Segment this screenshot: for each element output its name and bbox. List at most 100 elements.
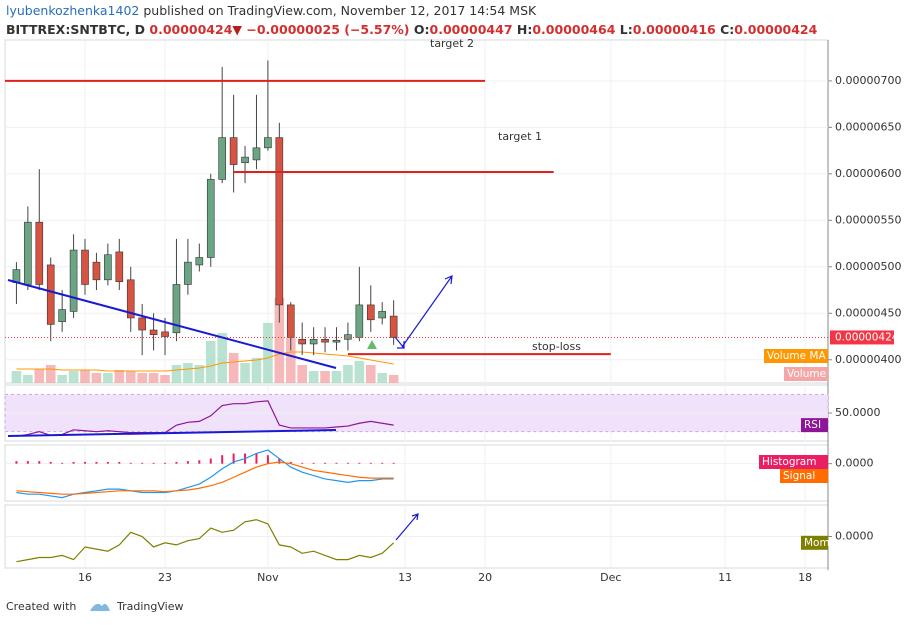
candle-body bbox=[35, 221, 44, 285]
last-price-box bbox=[830, 330, 894, 345]
histogram-bar bbox=[95, 461, 98, 464]
legend-label: Histogram bbox=[762, 456, 816, 468]
histogram-bar bbox=[15, 461, 18, 464]
o: 0.00000447 bbox=[430, 22, 513, 37]
candle-body bbox=[229, 137, 238, 165]
volume-bar bbox=[228, 353, 239, 383]
legend-tag bbox=[759, 455, 828, 469]
y-tick-label: 0.00000700 bbox=[835, 74, 901, 87]
histogram-bar bbox=[278, 458, 281, 464]
signal-triangle bbox=[367, 340, 377, 349]
histogram-bar bbox=[301, 462, 304, 464]
histogram-bar bbox=[266, 455, 269, 464]
histogram-bar bbox=[221, 455, 224, 464]
volume-bar bbox=[34, 369, 45, 383]
last-price-label: 0.00000424 bbox=[835, 331, 899, 343]
y-tick-label: 0.00000500 bbox=[835, 260, 901, 273]
c-label: C: bbox=[720, 22, 734, 37]
histogram-bar bbox=[84, 461, 87, 464]
volume-bar bbox=[308, 371, 319, 383]
candle-body bbox=[264, 137, 272, 149]
header-line-1: lyubenkozhenka1402 published on TradingV… bbox=[6, 3, 537, 18]
volume-bar bbox=[297, 365, 307, 383]
arrow bbox=[395, 513, 419, 541]
h-label: H: bbox=[517, 22, 532, 37]
footer-created: Created with bbox=[6, 600, 76, 613]
volume-bar bbox=[205, 341, 216, 383]
volume-bar bbox=[194, 365, 205, 383]
logo bbox=[90, 603, 110, 611]
histogram-bar bbox=[198, 460, 201, 464]
legend-label: Volume bbox=[787, 368, 826, 380]
arrow bbox=[401, 275, 453, 348]
candle-body bbox=[332, 339, 341, 343]
histogram-bar bbox=[118, 461, 121, 464]
x-tick-label: Dec bbox=[600, 571, 621, 584]
volume-bar bbox=[137, 373, 147, 383]
histogram-bar bbox=[72, 461, 75, 464]
y-tick-label: 0.00000450 bbox=[835, 306, 901, 319]
y-tick-label: 0.00000600 bbox=[835, 167, 901, 180]
histogram-bar bbox=[255, 453, 258, 464]
y-tick-label: 0.00000550 bbox=[835, 213, 901, 226]
histogram-bar bbox=[186, 461, 189, 464]
h: 0.00000464 bbox=[532, 22, 615, 37]
drawings bbox=[7, 275, 453, 541]
l: 0.00000416 bbox=[633, 22, 716, 37]
volume-bar bbox=[320, 371, 330, 383]
published: published on TradingView.com, November 1… bbox=[143, 3, 537, 18]
histogram-bar bbox=[232, 453, 235, 464]
y-tick-label: 0.00000400 bbox=[835, 353, 901, 366]
histogram-bar bbox=[106, 461, 109, 464]
histogram-bar bbox=[164, 462, 167, 464]
x-tick-label: 18 bbox=[798, 571, 812, 584]
volume-bar bbox=[171, 365, 182, 383]
candle-body bbox=[389, 315, 398, 338]
x-tick-label: 16 bbox=[78, 571, 92, 584]
volume-bar bbox=[331, 371, 342, 383]
candle-body bbox=[115, 251, 124, 282]
footer: Created with TradingView bbox=[6, 600, 183, 613]
histogram-bar bbox=[369, 462, 372, 464]
arrow: ▼ bbox=[232, 22, 242, 37]
footer-brand[interactable]: TradingView bbox=[116, 600, 183, 613]
volume-bar bbox=[217, 333, 227, 383]
legend-tag bbox=[784, 367, 828, 381]
candle-body bbox=[321, 339, 329, 343]
candle-body bbox=[69, 249, 78, 312]
volume-bar bbox=[148, 373, 159, 383]
histogram-bar bbox=[38, 461, 41, 464]
histogram-bar bbox=[209, 458, 212, 464]
volume-bar bbox=[388, 375, 399, 383]
trend-line bbox=[7, 279, 337, 369]
c: 0.00000424 bbox=[734, 22, 817, 37]
volume-bar bbox=[285, 338, 296, 383]
candle-body bbox=[58, 309, 66, 322]
candle-body bbox=[149, 329, 158, 335]
candle-body bbox=[252, 147, 261, 161]
header-line-2: BITTREX:SNTBTC, D 0.00000424▼ −0.0000002… bbox=[6, 22, 818, 37]
volume-ma-line bbox=[16, 351, 394, 372]
volume-bar bbox=[343, 365, 353, 383]
volume-bar bbox=[354, 361, 365, 383]
candle-body bbox=[172, 284, 181, 334]
candle-body bbox=[275, 137, 284, 306]
histogram-bar bbox=[152, 462, 155, 464]
candle-body bbox=[206, 179, 215, 258]
histogram-bar bbox=[335, 462, 338, 464]
last: 0.00000424 bbox=[149, 22, 232, 37]
o-label: O: bbox=[414, 22, 430, 37]
legend-tag bbox=[801, 418, 828, 433]
x-tick-label: 13 bbox=[398, 571, 412, 584]
histogram-bar bbox=[358, 462, 361, 464]
volume-bar bbox=[91, 373, 102, 383]
publisher[interactable]: lyubenkozhenka1402 bbox=[6, 3, 139, 18]
y-tick-label: 50.0000 bbox=[835, 406, 881, 419]
histogram-bar bbox=[346, 462, 349, 464]
candle-body bbox=[184, 261, 192, 285]
legend-label: Signal bbox=[783, 470, 815, 482]
legend-label: RSI bbox=[804, 419, 821, 431]
y-tick-label: 0.0000 bbox=[835, 457, 874, 470]
